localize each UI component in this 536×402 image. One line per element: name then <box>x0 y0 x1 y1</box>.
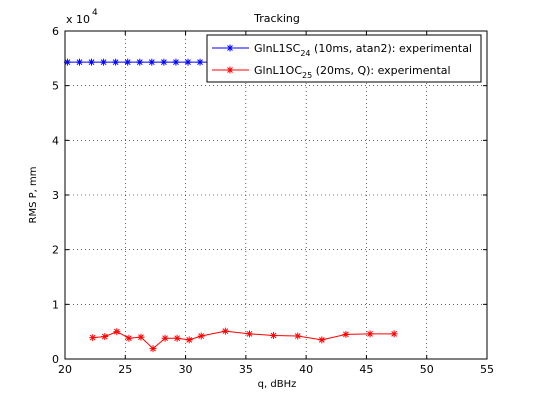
data-point-series-2 <box>270 331 278 339</box>
data-point-series-1 <box>196 58 204 66</box>
data-point-series-2 <box>185 336 193 344</box>
data-point-series-2 <box>89 334 97 342</box>
y-multiplier-exponent: 4 <box>92 8 98 18</box>
data-point-series-1 <box>160 58 168 66</box>
y-tick-label: 0 <box>52 353 59 366</box>
x-tick-label: 35 <box>239 363 253 376</box>
x-tick-label: 20 <box>58 363 72 376</box>
y-tick-label: 5 <box>52 80 59 93</box>
data-point-series-2 <box>173 334 181 342</box>
legend-marker-1 <box>226 44 234 52</box>
data-point-series-1 <box>88 58 96 66</box>
x-tick-label: 30 <box>179 363 193 376</box>
data-point-series-1 <box>172 58 180 66</box>
chart-title: Tracking <box>253 12 300 25</box>
x-tick-label: 50 <box>420 363 434 376</box>
grid-layer <box>65 31 487 359</box>
legend: GlnL1SC24 (10ms, atan2): experimental Gln… <box>206 34 482 83</box>
data-point-series-1 <box>136 58 144 66</box>
y-tick-label: 3 <box>52 189 59 202</box>
y-tick-label: 1 <box>52 298 59 311</box>
x-axis-label: q, dBHz <box>258 379 297 390</box>
data-point-series-2 <box>113 328 121 336</box>
data-point-series-1 <box>148 58 156 66</box>
data-point-series-2 <box>197 332 205 340</box>
x-tick-label: 55 <box>480 363 494 376</box>
data-point-series-2 <box>390 330 398 338</box>
legend-label-1: GlnL1SC24 (10ms, atan2): experimental <box>254 42 472 58</box>
data-point-series-2 <box>366 330 374 338</box>
data-point-series-2 <box>161 334 169 342</box>
data-point-series-1 <box>124 58 132 66</box>
data-point-series-2 <box>342 330 350 338</box>
data-point-series-1 <box>112 58 120 66</box>
y-tick-label: 6 <box>52 25 59 38</box>
data-point-series-1 <box>184 58 192 66</box>
data-point-series-1 <box>75 58 83 66</box>
x-tick-label: 25 <box>118 363 132 376</box>
data-point-series-2 <box>137 333 145 341</box>
y-axis-label: RMS P, mm <box>28 167 39 224</box>
data-point-series-2 <box>318 336 326 344</box>
series-layer <box>63 58 398 353</box>
series-line-2 <box>92 330 395 350</box>
data-point-series-2 <box>101 333 109 341</box>
data-point-series-2 <box>221 327 229 335</box>
data-point-series-2 <box>149 345 157 353</box>
legend-marker-2 <box>226 66 234 74</box>
legend-label-2: GlnL1OC25 (20ms, Q): experimental <box>254 64 451 80</box>
y-tick-label: 4 <box>52 134 59 147</box>
x-tick-label: 40 <box>299 363 313 376</box>
y-multiplier-base: x 10 <box>66 13 90 26</box>
legend-box <box>206 34 482 83</box>
y-tick-label: 2 <box>52 244 59 257</box>
data-point-series-1 <box>100 58 108 66</box>
y-multiplier: x 10 4 <box>66 8 98 26</box>
data-point-series-2 <box>125 334 133 342</box>
data-point-series-2 <box>245 330 253 338</box>
data-point-series-2 <box>294 332 302 340</box>
x-tick-label: 45 <box>359 363 373 376</box>
